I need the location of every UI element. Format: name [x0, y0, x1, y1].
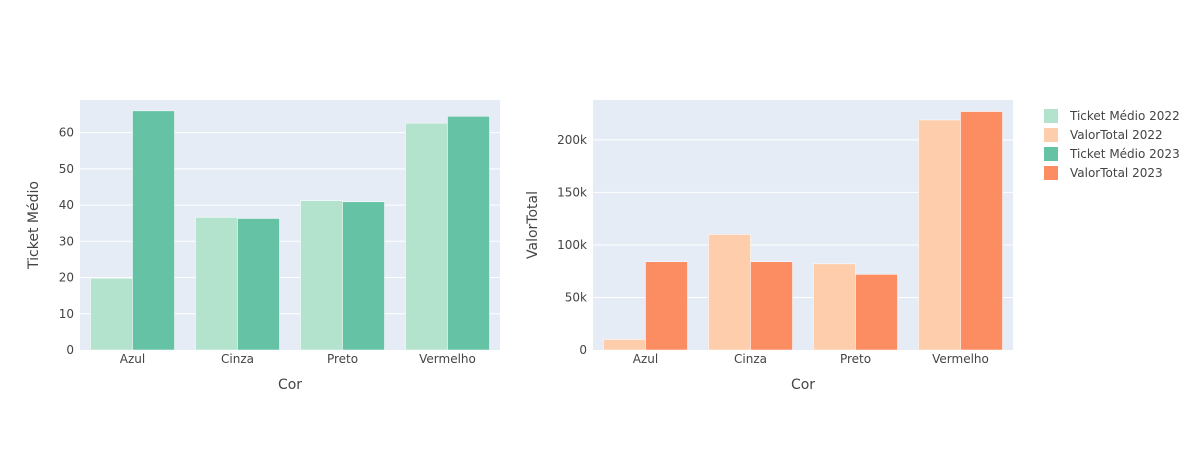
legend-item[interactable]: ValorTotal 2023: [1044, 166, 1163, 180]
ticket-medio-bar-vermelho-2022: [405, 122, 448, 351]
legend-swatch: [1044, 109, 1058, 123]
legend: Ticket Médio 2022 ValorTotal 2022 Ticket M…: [1044, 109, 1180, 180]
valor-total-bar-cinza-2022: [708, 234, 751, 351]
valor-total-x-tick-label: Azul: [633, 352, 658, 366]
ticket-medio-x-tick-label: Cinza: [221, 352, 254, 366]
ticket-medio-x-tick-label: Preto: [327, 352, 358, 366]
ticket-medio-chart: 0 10 20 30 40 50 60 Azul Cinza Preto Vermelho Cor Ti…: [26, 100, 500, 393]
ticket-medio-y-tick-label: 40: [59, 198, 74, 212]
valor-total-bar-vermelho-2023: [960, 111, 1003, 351]
valor-total-x-tick-label: Preto: [840, 352, 871, 366]
legend-swatch: [1044, 147, 1058, 161]
legend-item[interactable]: ValorTotal 2022: [1044, 128, 1163, 142]
valor-total-x-tick-label: Vermelho: [932, 352, 989, 366]
legend-label: ValorTotal 2023: [1070, 166, 1163, 180]
legend-swatch: [1044, 166, 1058, 180]
ticket-medio-bar-azul-2023: [132, 110, 175, 351]
ticket-medio-bar-vermelho-2023: [447, 116, 490, 351]
valor-total-y-tick-label: 50k: [565, 290, 587, 304]
ticket-medio-x-axis-title: Cor: [278, 377, 302, 393]
valor-total-y-tick-label: 0: [579, 343, 587, 357]
valor-total-bar-azul-2023: [645, 261, 688, 351]
ticket-medio-y-tick-label: 10: [59, 307, 74, 321]
ticket-medio-x-tick-label: Azul: [120, 352, 145, 366]
ticket-medio-y-tick-label: 60: [59, 126, 74, 140]
valor-total-y-tick-label: 150k: [557, 185, 587, 199]
ticket-medio-bar-cinza-2022: [195, 217, 238, 351]
valor-total-y-axis-title: ValorTotal: [525, 191, 541, 259]
ticket-medio-y-tick-label: 50: [59, 162, 74, 176]
ticket-medio-bar-cinza-2023: [237, 218, 280, 351]
valor-total-y-tick-label: 100k: [557, 238, 587, 252]
valor-total-bar-azul-2022: [603, 339, 646, 351]
ticket-medio-y-tick-label: 20: [59, 271, 74, 285]
valor-total-bar-cinza-2023: [750, 261, 793, 351]
legend-item[interactable]: Ticket Médio 2022: [1044, 109, 1180, 123]
valor-total-bar-preto-2022: [813, 263, 856, 351]
legend-label: ValorTotal 2022: [1070, 128, 1163, 142]
valor-total-y-tick-label: 200k: [557, 133, 587, 147]
ticket-medio-y-tick-label: 0: [66, 343, 74, 357]
valor-total-x-tick-label: Cinza: [734, 352, 767, 366]
legend-label: Ticket Médio 2023: [1069, 147, 1180, 161]
valor-total-x-axis-title: Cor: [791, 377, 815, 393]
ticket-medio-bar-preto-2023: [342, 201, 385, 351]
valor-total-bar-vermelho-2022: [918, 119, 961, 351]
legend-swatch: [1044, 128, 1058, 142]
valor-total-chart: 0 50k 100k 150k 200k Azul Cinza Preto Vermelho Co…: [525, 100, 1013, 393]
legend-item[interactable]: Ticket Médio 2023: [1044, 147, 1180, 161]
ticket-medio-bar-preto-2022: [300, 200, 343, 351]
ticket-medio-bar-azul-2022: [90, 278, 133, 351]
ticket-medio-x-tick-label: Vermelho: [419, 352, 476, 366]
ticket-medio-y-axis-title: Ticket Médio: [26, 181, 42, 270]
legend-label: Ticket Médio 2022: [1069, 109, 1180, 123]
ticket-medio-y-tick-label: 30: [59, 234, 74, 248]
valor-total-bar-preto-2023: [855, 274, 898, 351]
